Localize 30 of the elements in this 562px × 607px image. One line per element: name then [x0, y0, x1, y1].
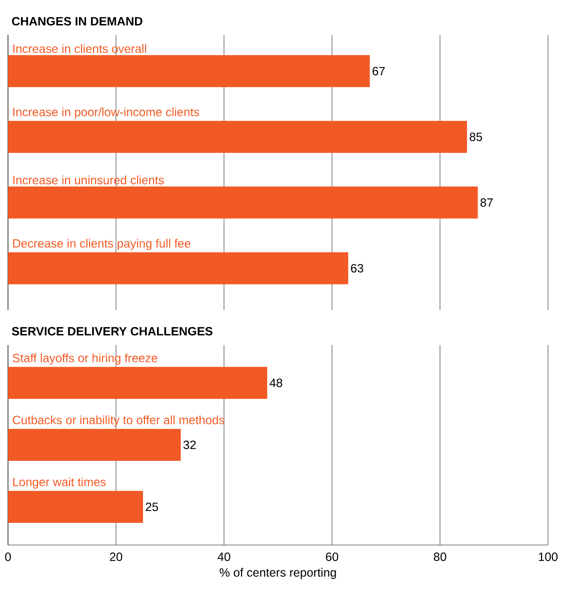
bar	[8, 186, 478, 219]
x-tick-label: 40	[218, 552, 230, 562]
data-label: 25	[146, 502, 158, 512]
data-label: 67	[372, 66, 385, 76]
bar	[8, 428, 181, 461]
bar	[8, 120, 468, 153]
bar	[8, 55, 370, 88]
category-label: Increase in uninsured clients	[13, 176, 164, 184]
chart-title: SERVICE DELIVERY CHALLENGES	[12, 326, 212, 336]
data-label: 63	[351, 264, 364, 272]
x-tick-label: 20	[110, 552, 122, 562]
data-label: 48	[270, 378, 282, 388]
category-label: Increase in clients overall	[13, 44, 146, 53]
data-label: 32	[183, 440, 196, 450]
category-label: Decrease in clients paying full fee	[13, 238, 190, 250]
chart-title: CHANGES IN DEMAND	[12, 16, 142, 26]
x-axis-title: % of centers reporting	[220, 568, 336, 580]
y-tick-label: Staff layoffs or hiring freeze	[12, 353, 158, 365]
x-tick-label: 80	[434, 552, 446, 562]
bar	[8, 490, 144, 523]
data-label: 85	[470, 132, 482, 142]
x-tick-label: 100	[538, 552, 558, 562]
bar	[8, 366, 268, 399]
y-tick-label: Longer wait times	[13, 477, 106, 489]
x-tick-label: 60	[326, 552, 338, 562]
category-label: Increase in poor/low-income clients	[13, 107, 200, 119]
x-tick-label: 0	[5, 552, 11, 562]
bar	[8, 252, 348, 284]
y-tick-label: Cutbacks or inability to offer all methods	[12, 415, 224, 427]
data-label: 87	[480, 198, 493, 207]
